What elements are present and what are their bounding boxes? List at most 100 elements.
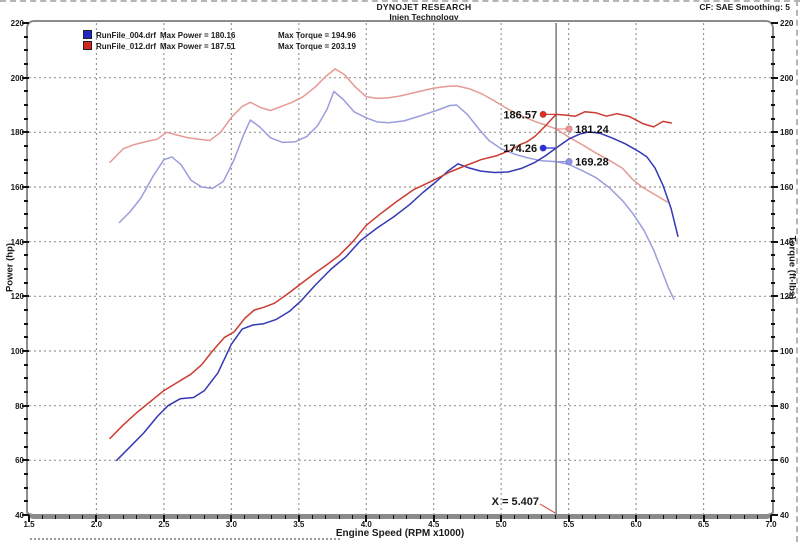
y-minor-tick-left xyxy=(24,418,28,421)
x-tick-label: 2.5 xyxy=(158,520,170,529)
y-major-tick-left xyxy=(22,295,29,298)
y-minor-tick-left xyxy=(24,213,28,216)
x-major-tick xyxy=(635,515,638,522)
x-minor-tick xyxy=(757,515,758,519)
x-minor-tick xyxy=(649,515,651,519)
x-minor-tick xyxy=(419,515,421,519)
x-tick-label: 6.0 xyxy=(630,520,642,529)
power-tick-label: 160 xyxy=(10,183,24,192)
x-tick-label: 4.5 xyxy=(428,520,440,529)
x-tick-label: 4.0 xyxy=(360,520,372,529)
torque-tick-label: 60 xyxy=(780,456,789,466)
x-minor-tick xyxy=(284,515,286,519)
y-minor-tick-left xyxy=(24,336,28,339)
y-major-tick-right xyxy=(771,131,778,134)
run004-color-swatch xyxy=(83,30,92,39)
power-tick-label: 200 xyxy=(10,73,24,83)
y-minor-tick-right xyxy=(771,322,775,325)
y-minor-tick-right xyxy=(771,486,775,489)
power-tick-label: 60 xyxy=(15,456,24,466)
y-minor-tick-left xyxy=(24,432,28,434)
cursor-label-leader xyxy=(539,503,556,514)
y-minor-tick-right xyxy=(771,377,775,380)
y-minor-tick-left xyxy=(24,473,28,475)
x-minor-tick xyxy=(176,515,178,519)
x-minor-tick xyxy=(82,515,84,519)
x-major-tick xyxy=(28,515,30,522)
y-major-tick-left xyxy=(22,76,29,79)
marker-dot xyxy=(565,125,573,133)
x-minor-tick xyxy=(716,515,718,519)
x-minor-tick xyxy=(190,515,192,519)
x-tick-label: 6.5 xyxy=(697,520,710,529)
x-minor-tick xyxy=(514,515,516,519)
torque-tick-label: 80 xyxy=(780,401,789,411)
x-major-tick xyxy=(500,515,503,522)
x-minor-tick xyxy=(244,515,246,519)
y-minor-tick-right xyxy=(771,268,775,270)
x-major-tick xyxy=(230,515,233,522)
y-major-tick-right xyxy=(771,350,778,352)
y-major-tick-right xyxy=(771,404,778,407)
y-major-tick-left xyxy=(22,131,29,134)
y-minor-tick-left xyxy=(24,145,28,147)
y-minor-tick-right xyxy=(771,363,775,366)
x-tick-label: 5.0 xyxy=(495,520,507,529)
y-minor-tick-left xyxy=(24,254,28,257)
power-tick-label: 180 xyxy=(10,128,24,138)
shop-name: Injen Technology xyxy=(389,12,459,22)
marker-value-label: 169.28 xyxy=(575,157,609,169)
y-minor-tick-right xyxy=(771,63,775,65)
y-minor-tick-right xyxy=(771,199,775,202)
y-major-tick-left xyxy=(22,186,29,188)
power-axis-title: Power (hp) xyxy=(4,242,16,293)
y-major-tick-left xyxy=(22,240,29,243)
x-minor-tick xyxy=(352,515,354,519)
x-minor-tick xyxy=(622,515,624,519)
torque-tick-label: 120 xyxy=(780,292,794,302)
y-minor-tick-right xyxy=(771,49,775,52)
power-tick-label: 80 xyxy=(15,401,24,411)
marker-dot xyxy=(565,157,573,166)
x-minor-tick xyxy=(55,515,57,519)
cursor-x-readout: X = 5.407 xyxy=(491,496,539,508)
y-minor-tick-right xyxy=(771,254,775,257)
x-minor-tick xyxy=(149,515,151,519)
x-minor-tick xyxy=(136,515,138,519)
y-minor-tick-left xyxy=(24,500,28,503)
y-minor-tick-right xyxy=(771,145,775,147)
x-major-tick xyxy=(432,515,435,522)
plot-area[interactable]: 186.57 181.24 174.26 169.28 xyxy=(29,23,771,515)
right-border-dashed xyxy=(796,0,798,542)
y-minor-tick-right xyxy=(771,445,775,448)
legend-row-run012[interactable]: RunFile_012.drf Max Power = 187.51 Max Tor… xyxy=(83,39,356,51)
x-minor-tick xyxy=(460,515,462,519)
torque-axis-title: Torque (ft-lbs) xyxy=(786,235,798,300)
correction-smoothing-label: CF: SAE Smoothing: 5 xyxy=(699,2,790,12)
torque-tick-label: 180 xyxy=(780,128,794,138)
marker-dot xyxy=(539,144,547,152)
x-minor-tick xyxy=(392,515,394,519)
torque-tick-label: 160 xyxy=(780,183,794,192)
x-minor-tick xyxy=(379,515,381,519)
y-minor-tick-left xyxy=(24,322,28,325)
y-minor-tick-right xyxy=(771,213,775,216)
y-minor-tick-right xyxy=(771,35,775,38)
rpm-axis-title: Engine Speed (RPM x1000) xyxy=(335,528,465,539)
y-major-tick-right xyxy=(771,186,778,188)
legend-row-run004[interactable]: RunFile_004.drf Max Power = 180.16 Max Tor… xyxy=(83,28,356,40)
x-major-tick xyxy=(297,515,300,522)
y-minor-tick-right xyxy=(771,336,775,339)
run-legend: RunFile_004.drf Max Power = 180.16 Max Tor… xyxy=(83,28,356,51)
y-major-tick-left xyxy=(22,350,29,352)
x-tick-label: 3.0 xyxy=(225,520,237,529)
y-minor-tick-left xyxy=(24,309,28,311)
x-tick-label: 7.0 xyxy=(765,520,777,529)
x-tick-label: 2.0 xyxy=(90,520,103,529)
y-minor-tick-right xyxy=(771,432,775,434)
x-tick-label: 5.5 xyxy=(563,520,575,529)
x-minor-tick xyxy=(608,515,610,519)
x-tick-label: 1.5 xyxy=(23,520,35,529)
y-major-tick-right xyxy=(771,22,778,24)
